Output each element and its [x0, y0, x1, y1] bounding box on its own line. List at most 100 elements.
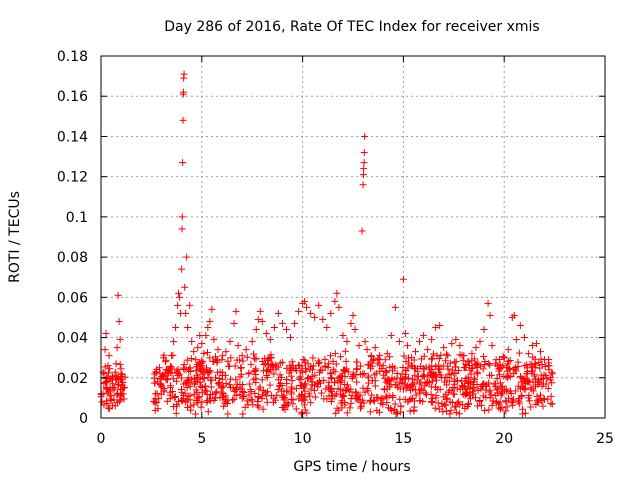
data-point [434, 399, 442, 407]
data-point [374, 359, 382, 367]
data-point [281, 394, 289, 402]
data-point [497, 383, 505, 391]
data-point [179, 394, 187, 402]
data-point [347, 395, 355, 403]
data-point [339, 332, 347, 340]
data-point [488, 402, 496, 410]
data-point [227, 383, 235, 391]
data-point [540, 395, 548, 403]
data-point [192, 356, 200, 364]
data-point [427, 355, 435, 363]
data-point [237, 370, 245, 378]
data-point [204, 324, 212, 331]
data-point [108, 376, 116, 384]
data-point [163, 397, 171, 405]
data-point [459, 356, 467, 364]
data-point [110, 396, 118, 404]
data-point [331, 392, 339, 400]
data-point [288, 377, 296, 385]
data-point [484, 299, 492, 307]
data-point [166, 362, 174, 370]
data-point [412, 391, 420, 399]
data-point [231, 362, 239, 370]
data-point [114, 291, 122, 299]
data-point [300, 401, 308, 409]
data-point [252, 375, 260, 383]
data-point [496, 362, 504, 370]
data-point [295, 361, 303, 369]
data-point [424, 378, 432, 386]
data-point [473, 362, 481, 370]
data-point [428, 366, 436, 374]
data-point [472, 361, 480, 369]
data-point [460, 352, 468, 360]
data-point [256, 383, 264, 391]
data-point [435, 355, 443, 363]
data-point [250, 354, 258, 362]
data-point [355, 342, 363, 350]
data-point [151, 390, 159, 398]
data-point [351, 326, 359, 334]
data-point [521, 409, 529, 417]
data-point [431, 373, 439, 381]
data-point [524, 394, 532, 402]
data-point [464, 379, 472, 387]
data-point [348, 391, 356, 399]
data-point [170, 338, 178, 346]
data-point [200, 350, 208, 358]
data-point [495, 367, 503, 375]
data-point [190, 401, 198, 409]
data-point [403, 342, 411, 350]
data-point [479, 365, 487, 373]
data-point [402, 370, 410, 378]
data-point [151, 370, 159, 378]
data-point [483, 381, 491, 389]
data-point [493, 389, 501, 397]
data-point [186, 382, 194, 390]
data-point [456, 342, 464, 350]
data-point [411, 371, 419, 379]
data-point [236, 356, 244, 364]
data-point [243, 353, 251, 361]
data-point [184, 324, 192, 331]
data-point [301, 358, 309, 366]
data-point [410, 379, 418, 387]
data-point [500, 386, 508, 394]
data-point [364, 361, 372, 369]
data-point [335, 303, 343, 311]
data-point [408, 394, 416, 402]
data-point [486, 394, 494, 402]
data-point [331, 379, 339, 387]
data-point [111, 372, 119, 380]
data-point [448, 366, 456, 374]
data-point [168, 352, 176, 360]
data-point [502, 397, 510, 405]
data-point [289, 364, 297, 372]
data-point [445, 370, 453, 378]
data-point [368, 376, 376, 384]
data-point [504, 357, 512, 365]
data-point [334, 385, 342, 393]
data-point [254, 394, 262, 402]
data-point [192, 410, 200, 418]
data-point [535, 378, 543, 386]
data-point [451, 403, 459, 411]
data-point [175, 370, 183, 378]
data-point [547, 392, 555, 400]
data-point [518, 405, 526, 413]
data-point [441, 401, 449, 409]
data-point [368, 362, 376, 370]
data-point [279, 403, 287, 411]
data-point [534, 378, 542, 386]
data-point [442, 407, 450, 415]
data-point [260, 360, 268, 368]
data-point [360, 149, 368, 157]
data-point [248, 338, 256, 346]
y-tick-label: 0.06 [57, 290, 88, 306]
data-point [298, 392, 306, 400]
data-point [309, 354, 317, 362]
data-point [406, 407, 414, 415]
data-point [176, 293, 184, 301]
data-point [196, 365, 204, 373]
data-point [503, 403, 511, 411]
